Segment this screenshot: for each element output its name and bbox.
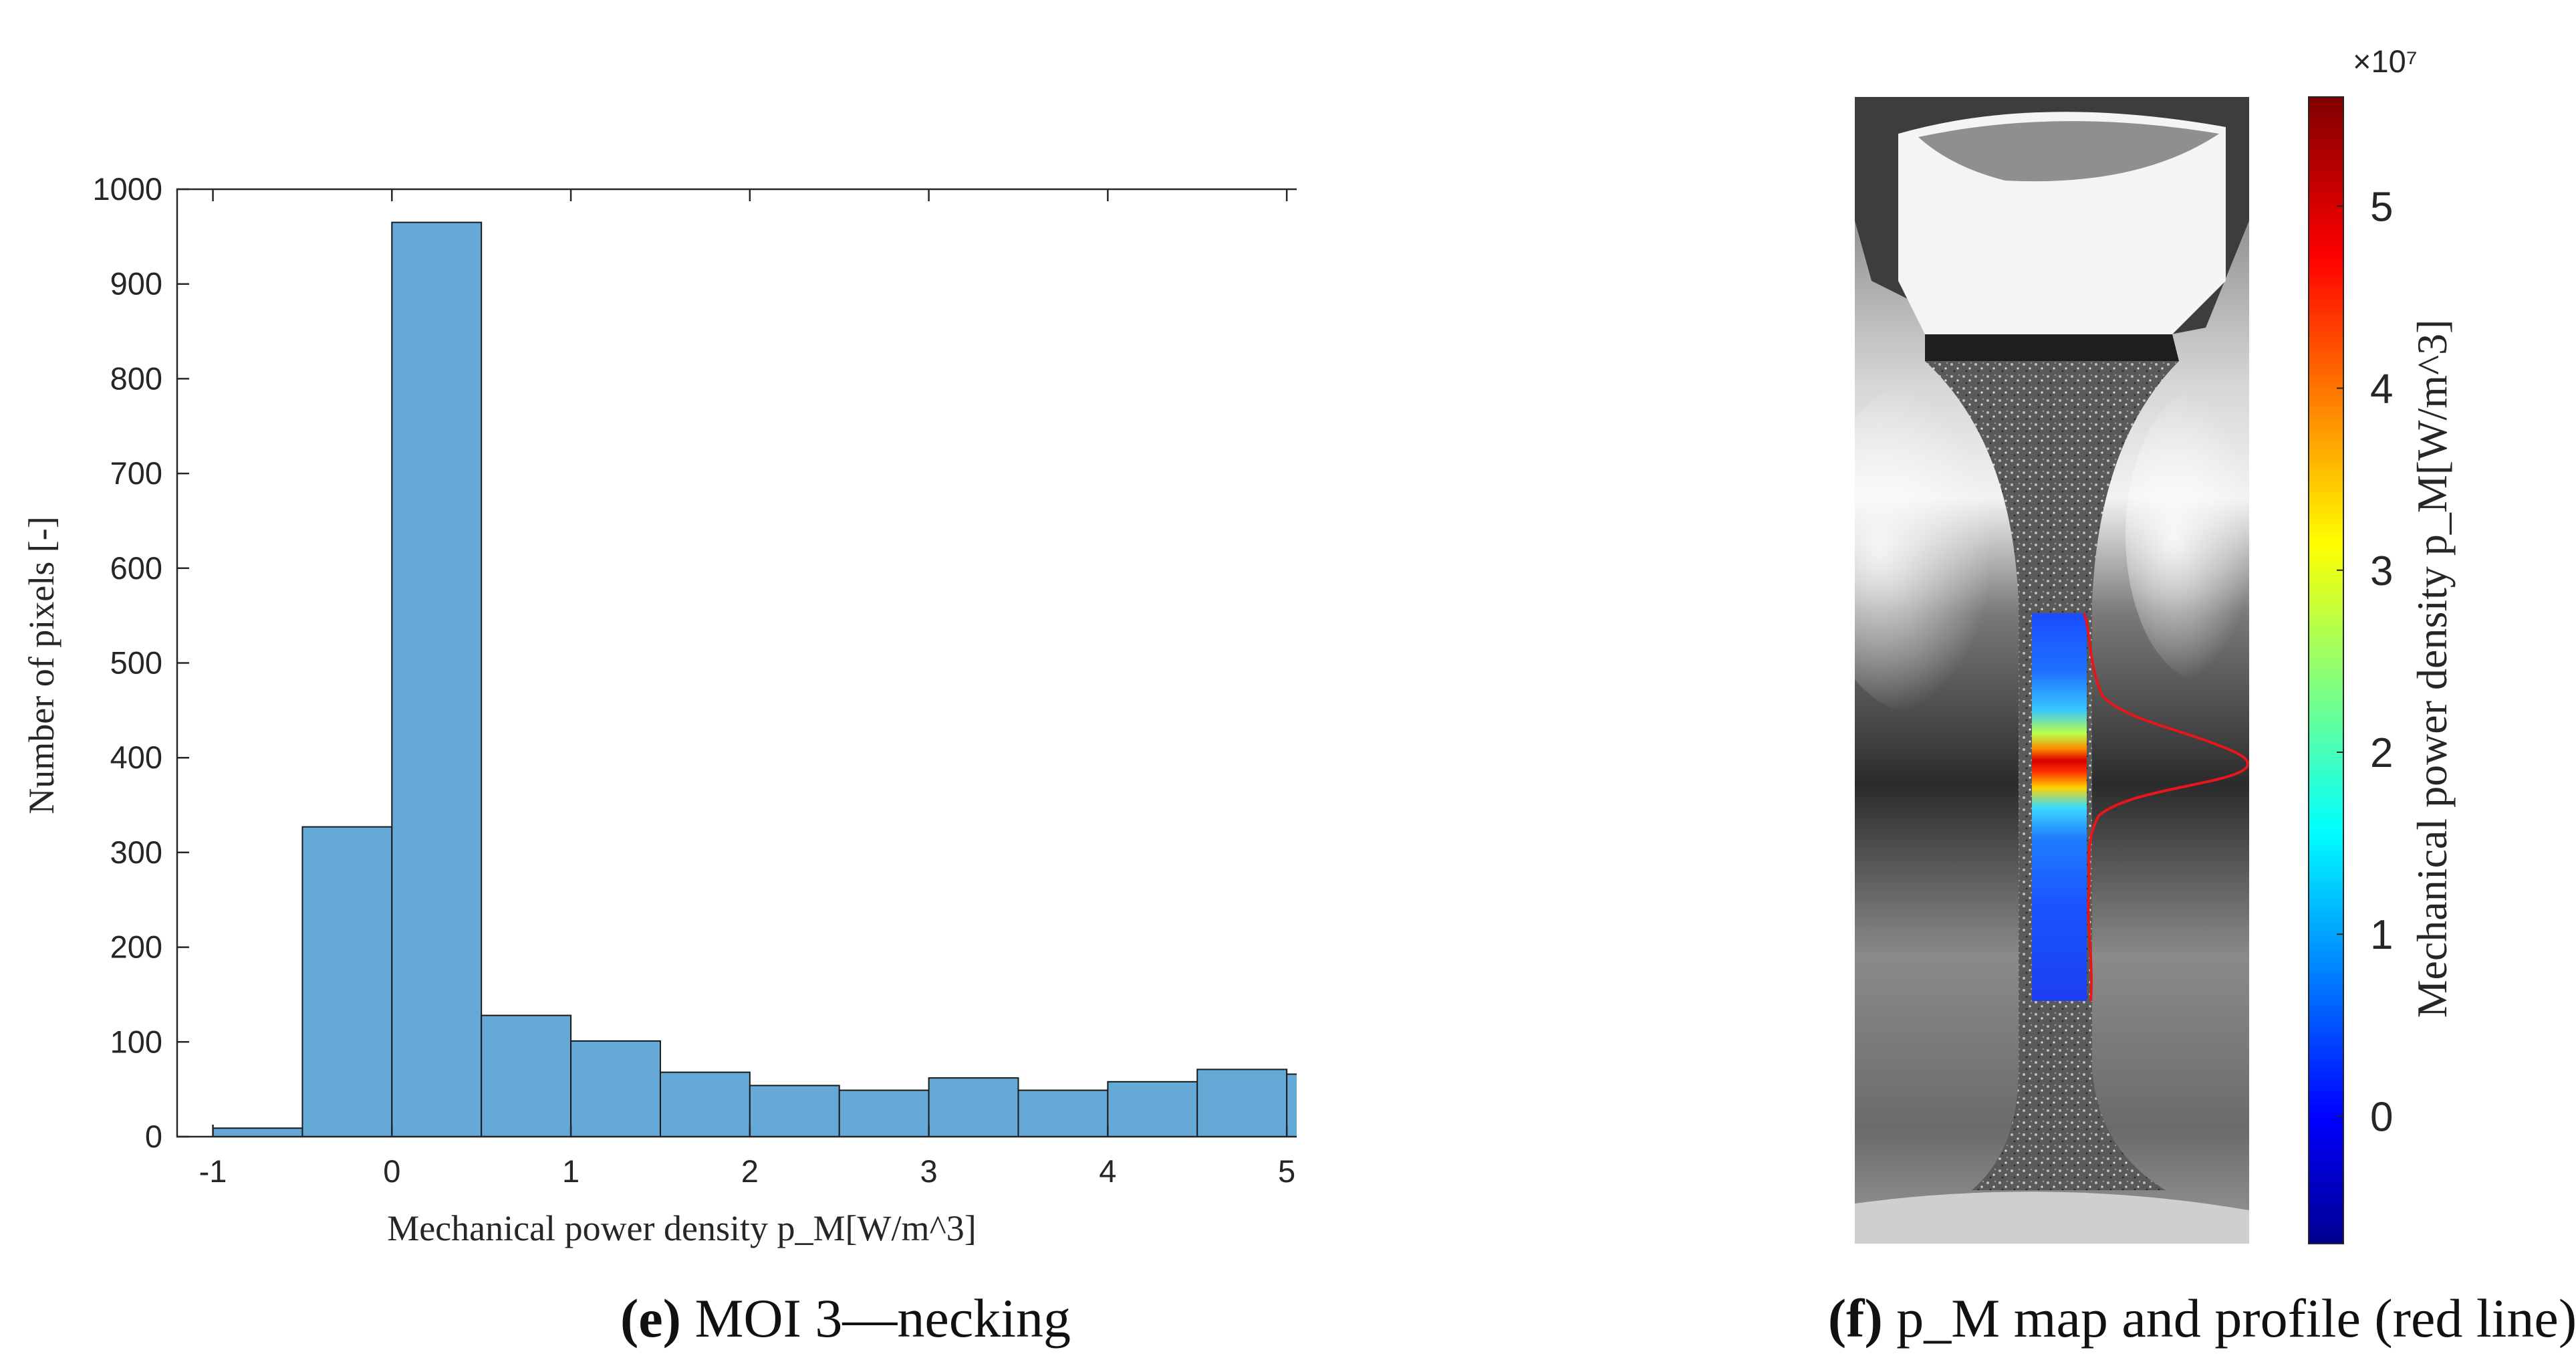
histogram-bar (1286, 1073, 1297, 1138)
y-tick-label: 100 (110, 1024, 162, 1059)
histogram-bar (838, 1089, 930, 1138)
y-tick-label: 800 (110, 360, 162, 396)
y-tick-label: 1000 (92, 171, 162, 207)
histogram-bar (749, 1085, 840, 1138)
histogram-bar (1196, 1068, 1288, 1137)
x-tick-label: 1 (562, 1153, 579, 1189)
x-axis-label: Mechanical power density p_M[W/m^3] (387, 1208, 977, 1248)
colorbar (2308, 96, 2344, 1244)
colorbar-label: Mechanical power density p_M[W/m^3] (2408, 320, 2456, 1018)
caption-e: (e) MOI 3—necking (620, 1288, 1071, 1349)
histogram-chart: -10123456 010020030040050060070080090010… (21, 171, 1297, 1248)
y-tick-label: 400 (110, 740, 162, 775)
y-tick-label: 0 (145, 1119, 162, 1154)
colorbar-tick-label: 5 (2370, 184, 2393, 230)
y-tick-labels: 0 100 200 300 400 500 600 700 800 900 1000 (92, 171, 162, 1154)
caption-f: (f) p_M map and profile (red line) (1827, 1288, 2576, 1349)
x-tick-label: 0 (383, 1153, 400, 1189)
histogram-bars (212, 221, 1297, 1138)
colorbar-tick-label: 1 (2370, 912, 2393, 958)
histogram-bar (301, 826, 393, 1137)
histogram-bar (212, 1127, 303, 1137)
y-tick-label: 500 (110, 645, 162, 681)
specimen-image (1811, 97, 2286, 1244)
colorbar-tick-label: 3 (2370, 548, 2393, 594)
x-tick-label: 5 (1278, 1153, 1295, 1189)
red-profile-line (2083, 612, 2250, 1002)
histogram-bar (570, 1040, 661, 1138)
histogram-axes (176, 188, 1297, 1138)
colorbar-multiplier: ×10⁷ (2353, 43, 2418, 79)
x-tick-label: 4 (1099, 1153, 1116, 1189)
y-tick-label: 600 (110, 550, 162, 586)
histogram-bar (481, 1014, 572, 1138)
colorbar-ticks: 0 1 2 3 4 5 (2337, 184, 2393, 1140)
y-axis-label: Number of pixels [-] (21, 516, 61, 814)
x-tick-labels: -10123456 (199, 1153, 1296, 1189)
colorbar-tick-label: 2 (2370, 730, 2393, 776)
y-tick-label: 200 (110, 929, 162, 965)
x-tick-label: -1 (199, 1153, 227, 1189)
y-tick-label: 700 (110, 455, 162, 491)
y-tick-label: 900 (110, 266, 162, 302)
histogram-bar (928, 1077, 1019, 1137)
histogram-bar (1107, 1081, 1198, 1137)
x-tick-label: 2 (741, 1153, 759, 1189)
y-tick-label: 300 (110, 834, 162, 870)
colorbar-tick-label: 4 (2370, 366, 2393, 413)
colorbar-tick-label: 0 (2370, 1094, 2393, 1140)
power-density-strip (2032, 613, 2087, 1001)
histogram-bar (391, 221, 483, 1138)
histogram-bar (659, 1071, 751, 1138)
histogram-bar (1017, 1089, 1109, 1138)
x-tick-label: 3 (920, 1153, 938, 1189)
